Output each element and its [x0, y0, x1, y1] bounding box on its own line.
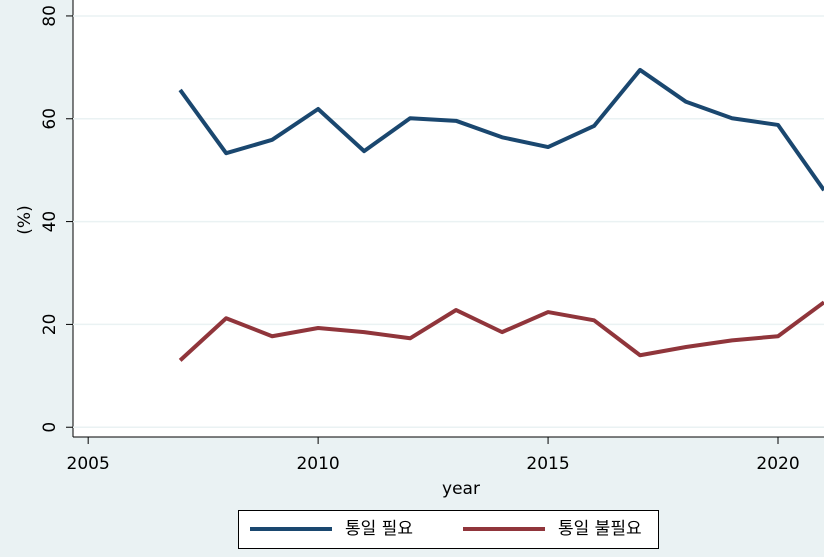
legend-label: 통일 필요 [345, 519, 413, 539]
plot-area [73, 0, 824, 437]
x-tick-label: 2015 [526, 454, 569, 474]
x-tick-label: 2020 [756, 454, 799, 474]
y-tick-label: 60 [40, 108, 60, 130]
x-tick-label: 2005 [67, 454, 110, 474]
y-tick-label: 40 [40, 211, 60, 233]
y-axis-label: (%) [15, 205, 35, 234]
x-tick-label: 2010 [296, 454, 339, 474]
series-line [178, 300, 824, 362]
y-tick-label: 0 [40, 422, 60, 433]
legend-label: 통일 불필요 [558, 519, 642, 539]
y-tick-label: 80 [40, 5, 60, 27]
x-axis-label: year [442, 479, 480, 499]
y-tick-label: 20 [40, 314, 60, 336]
series-line [178, 67, 824, 192]
